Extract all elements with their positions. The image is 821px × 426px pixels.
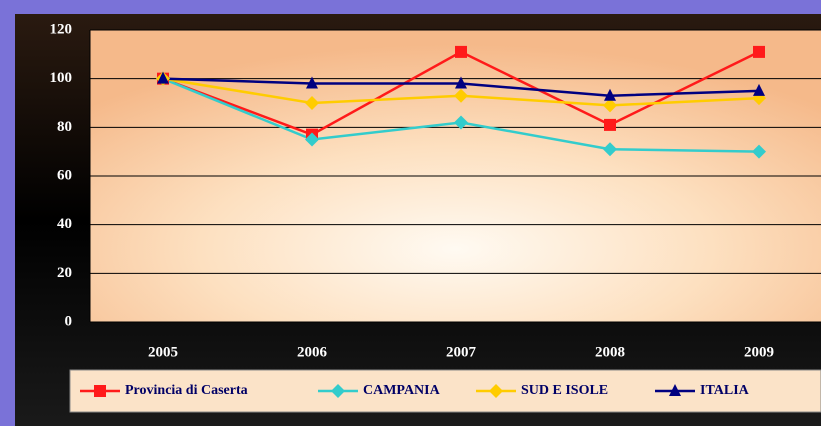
x-tick-label: 2005 xyxy=(148,344,178,360)
data-point xyxy=(752,144,766,159)
data-point xyxy=(455,45,467,58)
y-tick-label: 80 xyxy=(57,119,72,135)
legend-label: CAMPANIA xyxy=(363,383,441,398)
data-point xyxy=(603,98,617,113)
legend-marker xyxy=(669,384,681,396)
legend-label: ITALIA xyxy=(700,383,750,398)
legend-box xyxy=(69,369,821,413)
x-tick-label: 2009 xyxy=(744,344,774,360)
legend-label: Provincia di Caserta xyxy=(125,383,248,398)
x-tick-label: 2007 xyxy=(446,344,477,360)
data-point xyxy=(157,71,169,84)
y-tick-label: 60 xyxy=(57,167,72,183)
data-point xyxy=(603,142,617,157)
data-point xyxy=(454,88,468,103)
x-tick-label: 2006 xyxy=(297,344,328,360)
data-point xyxy=(305,96,319,110)
data-point xyxy=(454,115,468,130)
data-point xyxy=(604,88,616,101)
legend-marker xyxy=(331,384,345,398)
y-tick-label: 40 xyxy=(57,216,72,232)
data-point xyxy=(306,76,318,89)
legend-label: SUD E ISOLE xyxy=(521,383,608,398)
legend-marker xyxy=(489,384,503,398)
data-point xyxy=(604,118,616,131)
y-tick-label: 20 xyxy=(57,265,72,281)
data-point xyxy=(753,83,765,96)
y-tick-label: 0 xyxy=(65,313,73,329)
data-point xyxy=(455,76,467,89)
legend-marker xyxy=(94,385,106,397)
data-point xyxy=(305,132,319,147)
y-tick-label: 120 xyxy=(50,21,73,37)
y-tick-label: 100 xyxy=(50,70,73,86)
data-point xyxy=(753,45,765,58)
x-tick-label: 2008 xyxy=(595,344,625,360)
